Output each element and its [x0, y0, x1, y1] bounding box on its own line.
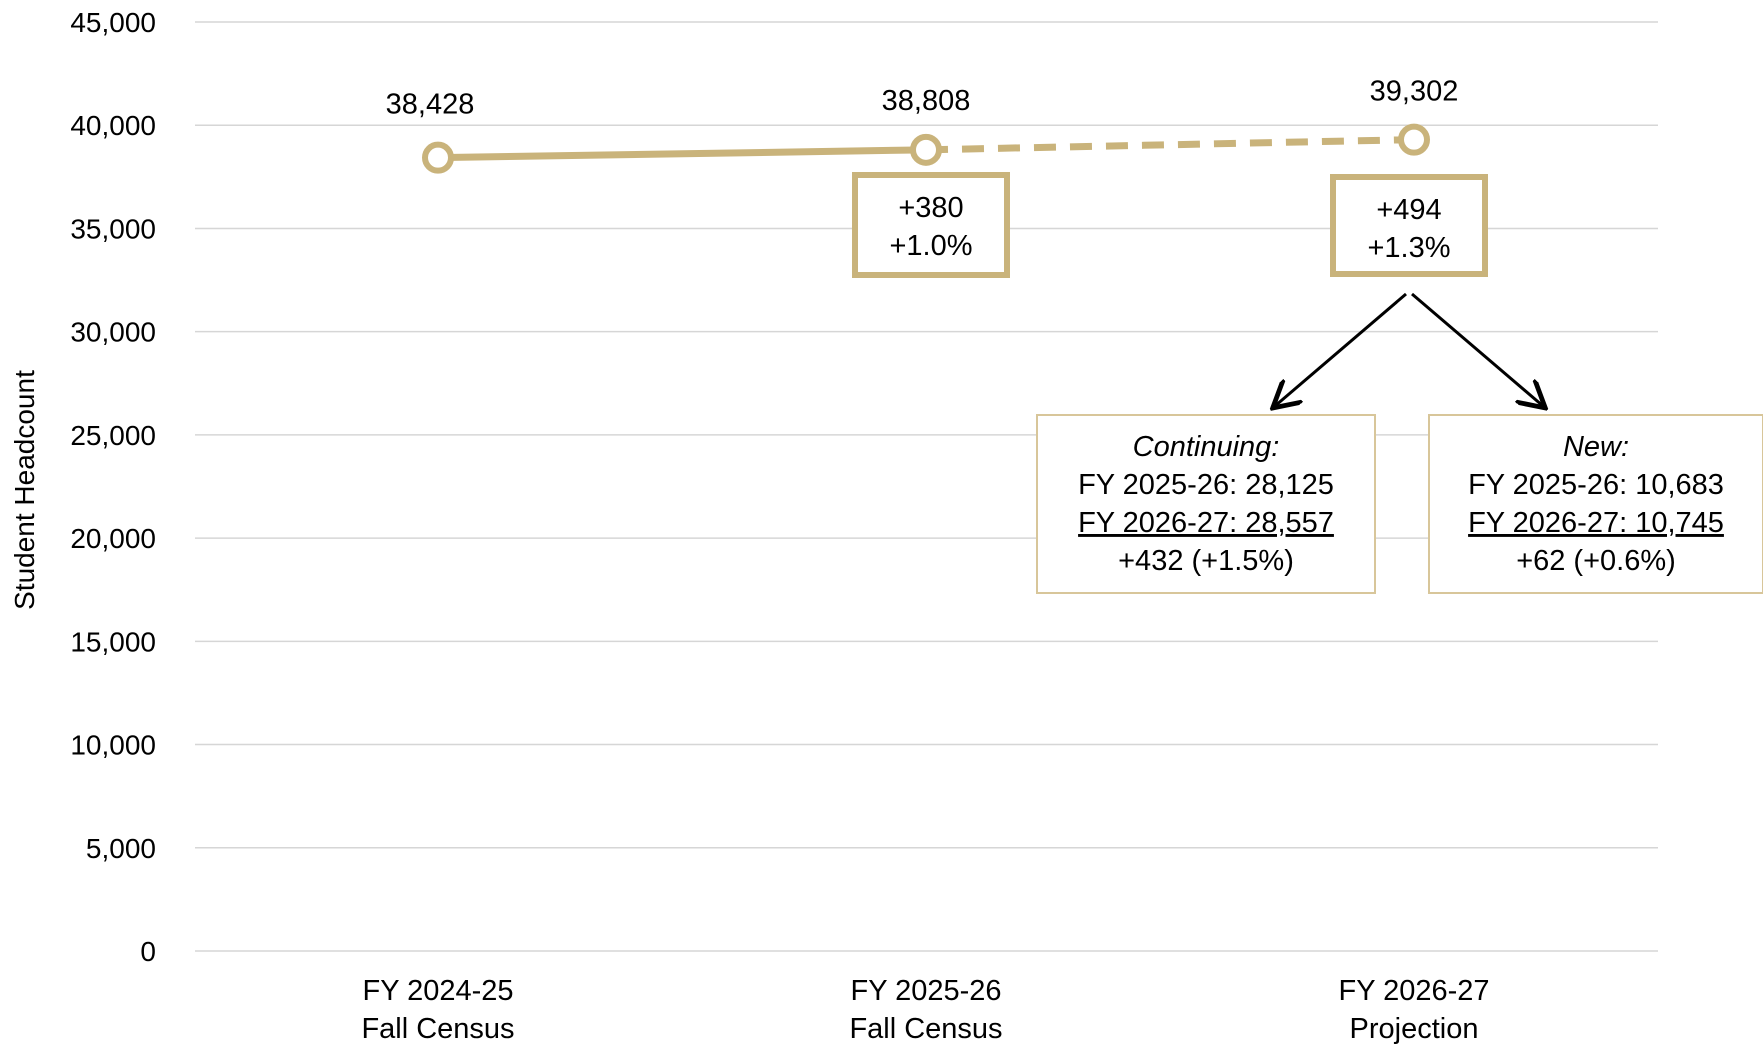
series-line-projected [925, 136, 1415, 154]
x-tick-label: FY 2025-26 [850, 975, 1001, 1007]
change-box-text: +1.3% [1367, 232, 1450, 264]
callout-line: FY 2026-27: 28,557 [1078, 507, 1334, 539]
y-tick-label: 35,000 [70, 213, 156, 244]
y-tick-label: 15,000 [70, 626, 156, 657]
x-tick-label: FY 2026-27 [1338, 975, 1489, 1007]
y-axis-label: Student Headcount [9, 370, 40, 610]
y-tick-label: 0 [140, 936, 156, 967]
change-box-text: +380 [898, 192, 963, 224]
y-tick-label: 25,000 [70, 420, 156, 451]
callout-title: Continuing: [1133, 431, 1280, 463]
x-tick-label: Fall Census [361, 1013, 514, 1045]
x-tick-label: Projection [1350, 1013, 1479, 1045]
change-box: +380 +1.0% [852, 172, 1010, 278]
breakdown-callouts: Continuing: FY 2025-26: 28,125 FY 2026-27:… [1036, 414, 1763, 594]
gridlines [195, 21, 1658, 952]
change-box-border [1330, 174, 1488, 277]
change-box: +494 +1.3% [1330, 174, 1488, 277]
change-box-text: +494 [1376, 194, 1441, 226]
x-tick-label: FY 2024-25 [362, 975, 513, 1007]
data-points [422, 123, 1430, 174]
data-point [910, 133, 942, 166]
callout-line: +62 (+0.6%) [1516, 545, 1676, 577]
x-axis-labels: FY 2024-25 Fall Census FY 2025-26 Fall Cens… [361, 975, 1489, 1045]
callout-arrows [1275, 292, 1543, 406]
y-tick-label: 30,000 [70, 317, 156, 348]
data-labels: 38,428 38,808 39,302 [386, 76, 1459, 121]
y-axis-ticks: 0 5,000 10,000 15,000 20,000 25,000 30,000 35,0… [70, 7, 156, 967]
series-enrollment [437, 136, 1415, 162]
callout-line: FY 2026-27: 10,745 [1468, 507, 1724, 539]
arrow-new [1411, 292, 1543, 406]
y-tick-label: 5,000 [86, 833, 156, 864]
y-tick-label: 20,000 [70, 523, 156, 554]
data-point [422, 141, 454, 174]
series-line-actual [437, 146, 927, 162]
data-label: 38,428 [386, 89, 475, 121]
data-label: 39,302 [1370, 76, 1459, 108]
y-tick-label: 40,000 [70, 110, 156, 141]
change-boxes: +380 +1.0% +494 +1.3% [852, 172, 1488, 278]
callout-border [1036, 414, 1376, 594]
data-label: 38,808 [882, 85, 971, 117]
arrow-continuing [1275, 292, 1407, 406]
change-box-text: +1.0% [889, 230, 972, 262]
data-point [1398, 123, 1430, 156]
callout-line: FY 2025-26: 10,683 [1468, 469, 1724, 501]
callout-border [1428, 414, 1763, 594]
callout-line: FY 2025-26: 28,125 [1078, 469, 1334, 501]
callout-title: New: [1563, 431, 1629, 463]
y-tick-label: 45,000 [70, 7, 156, 38]
x-tick-label: Fall Census [849, 1013, 1002, 1045]
callout-box: Continuing: FY 2025-26: 28,125 FY 2026-27:… [1036, 414, 1376, 594]
y-tick-label: 10,000 [70, 730, 156, 761]
callout-box: New: FY 2025-26: 10,683 FY 2026-27: 10,745… [1428, 414, 1763, 594]
callout-line: +432 (+1.5%) [1118, 545, 1294, 577]
change-box-border [852, 172, 1010, 278]
